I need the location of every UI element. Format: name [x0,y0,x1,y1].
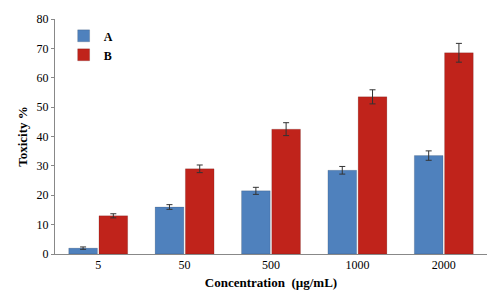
svg-text:80: 80 [37,12,49,26]
svg-text:Concentration (µg/mL): Concentration (µg/mL) [205,275,337,290]
svg-text:40: 40 [37,130,49,144]
svg-text:500: 500 [262,258,280,272]
svg-text:5: 5 [95,258,101,272]
svg-text:10: 10 [37,218,49,232]
svg-text:60: 60 [37,71,49,85]
svg-text:A: A [104,30,113,44]
svg-text:Toxicity %: Toxicity % [15,106,30,167]
svg-text:50: 50 [179,258,191,272]
svg-text:70: 70 [37,42,49,56]
svg-text:20: 20 [37,188,49,202]
svg-text:30: 30 [37,159,49,173]
svg-text:1000: 1000 [345,258,369,272]
svg-text:50: 50 [37,100,49,114]
svg-text:B: B [104,49,112,63]
svg-text:0: 0 [43,247,49,261]
svg-text:2000: 2000 [432,258,456,272]
